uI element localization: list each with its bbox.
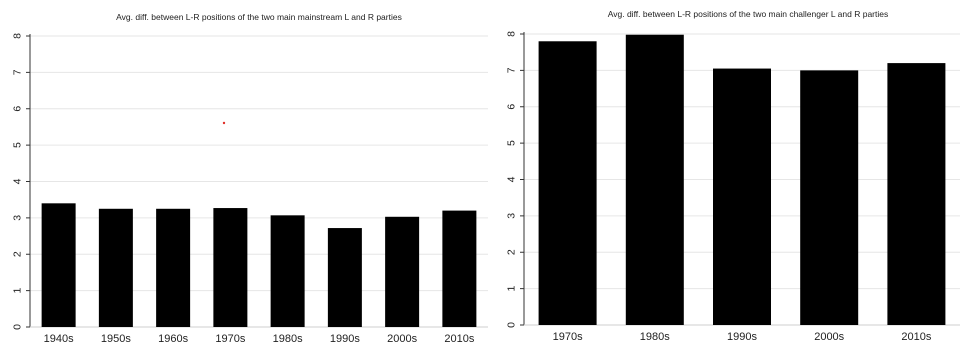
left-bar-2010s — [442, 210, 477, 327]
left-x-tick-label: 1980s — [273, 333, 303, 345]
right-y-tick-label: 6 — [506, 104, 518, 110]
right-bar-1990s — [713, 68, 771, 326]
left-bar-1980s — [270, 215, 305, 327]
challenger-parties-chart: Avg. diff. between L-R positions of the … — [506, 9, 960, 343]
left-y-tick-label: 7 — [12, 69, 24, 75]
left-y-tick-label: 5 — [12, 142, 24, 148]
right-y-tick-label: 8 — [506, 31, 518, 37]
right-bar-1970s — [538, 41, 597, 326]
right-y-tick-label: 5 — [506, 140, 518, 146]
left-x-tick-label: 1960s — [158, 333, 188, 345]
right-bar-2000s — [800, 70, 859, 325]
right-x-tick-label: 2000s — [814, 331, 844, 343]
right-y-tick-label: 2 — [506, 249, 518, 255]
right-bar-2010s — [887, 63, 946, 325]
right-x-tick-label: 1970s — [553, 331, 583, 343]
right-y-tick-label: 4 — [506, 176, 518, 182]
left-y-tick-label: 4 — [12, 178, 24, 184]
left-y-tick-label: 1 — [12, 288, 24, 294]
left-x-tick-label: 1950s — [101, 333, 131, 345]
left-y-tick-label: 3 — [12, 215, 24, 221]
right-x-tick-label: 1980s — [640, 331, 670, 343]
left-bar-2000s — [385, 216, 420, 327]
right-y-tick-label: 0 — [506, 322, 518, 328]
left-chart-title: Avg. diff. between L-R positions of the … — [116, 12, 402, 22]
left-bar-1960s — [156, 208, 191, 327]
left-x-tick-label: 1990s — [330, 333, 360, 345]
left-x-tick-label: 1940s — [44, 333, 74, 345]
left-x-tick-label: 1970s — [215, 333, 245, 345]
right-y-tick-label: 1 — [506, 286, 518, 292]
mainstream-parties-chart: Avg. diff. between L-R positions of the … — [12, 12, 488, 345]
left-bar-1990s — [327, 228, 362, 327]
left-y-tick-label: 6 — [12, 106, 24, 112]
right-x-tick-label: 2010s — [901, 331, 931, 343]
left-red-dot-mark — [222, 121, 226, 125]
left-x-tick-label: 2010s — [444, 333, 474, 345]
left-y-tick-label: 2 — [12, 251, 24, 257]
left-y-tick-label: 0 — [12, 324, 24, 330]
left-y-tick-label: 8 — [12, 33, 24, 39]
left-bar-1940s — [41, 203, 76, 327]
right-y-tick-label: 7 — [506, 67, 518, 73]
right-chart-title: Avg. diff. between L-R positions of the … — [608, 9, 889, 19]
right-x-tick-label: 1990s — [727, 331, 757, 343]
left-bar-1950s — [98, 208, 133, 327]
left-bar-1970s — [213, 208, 248, 327]
right-y-tick-label: 3 — [506, 213, 518, 219]
left-x-tick-label: 2000s — [387, 333, 417, 345]
right-bar-1980s — [625, 34, 684, 325]
